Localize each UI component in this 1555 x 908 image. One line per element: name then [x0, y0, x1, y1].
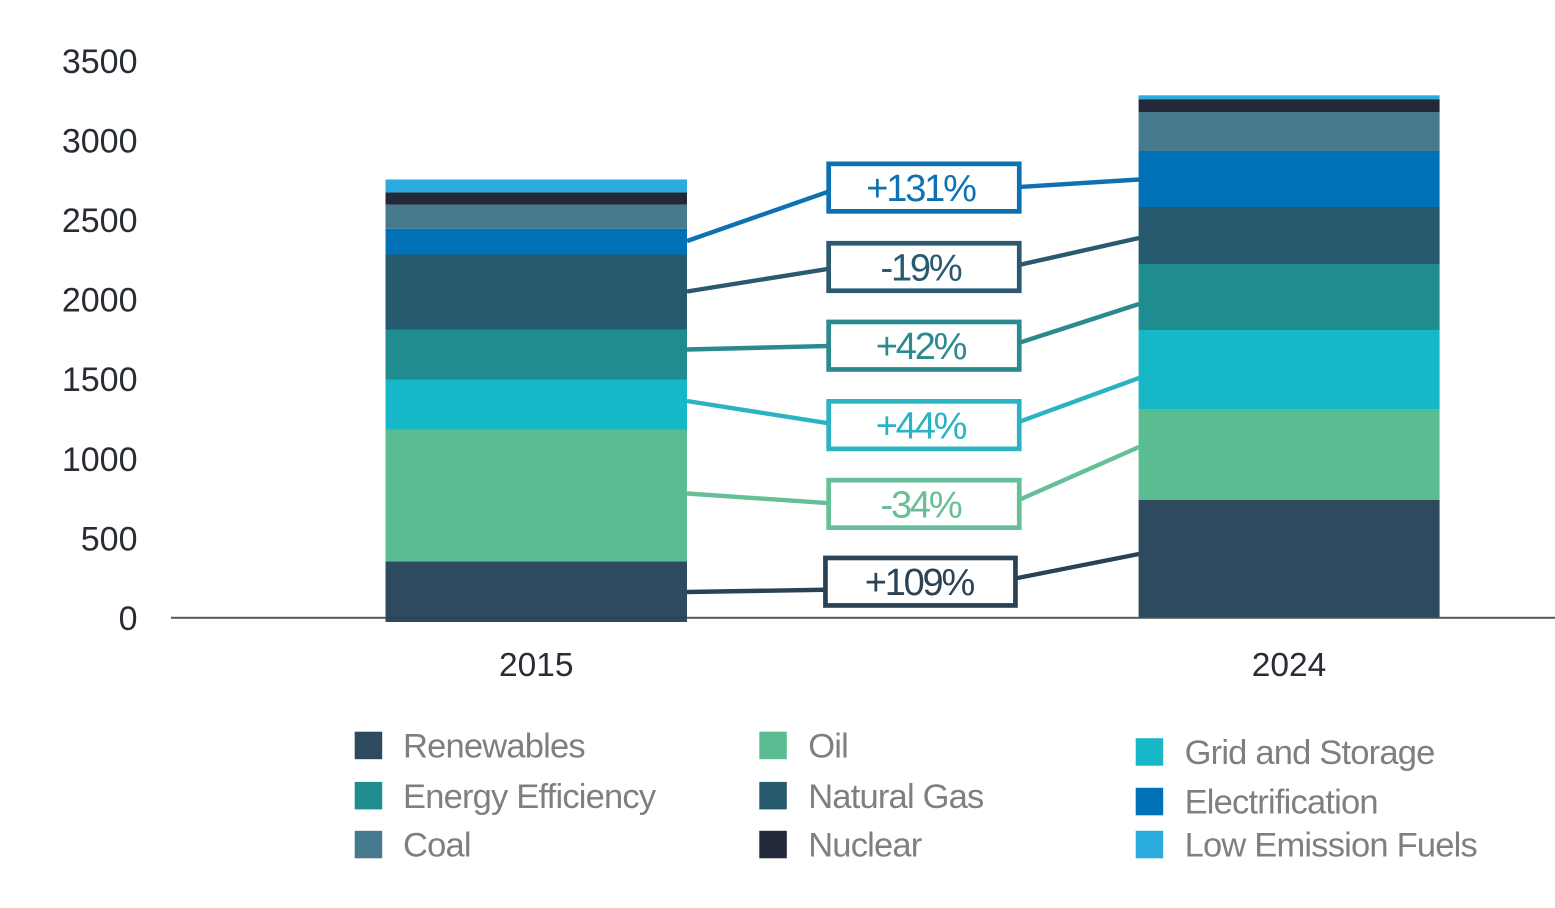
- svg-text:2500: 2500: [62, 202, 138, 240]
- svg-text:2015: 2015: [499, 647, 574, 684]
- svg-text:1000: 1000: [62, 441, 138, 479]
- svg-text:Low Emission Fuels: Low Emission Fuels: [1185, 827, 1477, 865]
- svg-text:2024: 2024: [1252, 647, 1327, 684]
- svg-text:0: 0: [119, 600, 138, 638]
- svg-text:Renewables: Renewables: [403, 728, 585, 766]
- svg-text:500: 500: [81, 520, 138, 558]
- svg-text:3000: 3000: [62, 122, 138, 160]
- svg-text:+109%: +109%: [865, 562, 975, 604]
- svg-text:Natural Gas: Natural Gas: [808, 778, 983, 816]
- svg-text:3500: 3500: [62, 43, 138, 81]
- svg-text:Electrification: Electrification: [1185, 784, 1378, 822]
- svg-text:+42%: +42%: [876, 326, 967, 368]
- svg-text:-19%: -19%: [881, 248, 962, 290]
- svg-text:Coal: Coal: [403, 827, 471, 865]
- svg-text:+131%: +131%: [866, 168, 976, 210]
- svg-text:2000: 2000: [62, 282, 138, 320]
- svg-text:1500: 1500: [62, 361, 138, 399]
- svg-text:Grid and Storage: Grid and Storage: [1185, 734, 1435, 772]
- svg-text:Nuclear: Nuclear: [808, 827, 922, 865]
- svg-text:-34%: -34%: [881, 484, 962, 526]
- svg-text:+44%: +44%: [876, 406, 967, 448]
- svg-text:Oil: Oil: [808, 728, 848, 766]
- svg-text:Energy Efficiency: Energy Efficiency: [403, 778, 657, 816]
